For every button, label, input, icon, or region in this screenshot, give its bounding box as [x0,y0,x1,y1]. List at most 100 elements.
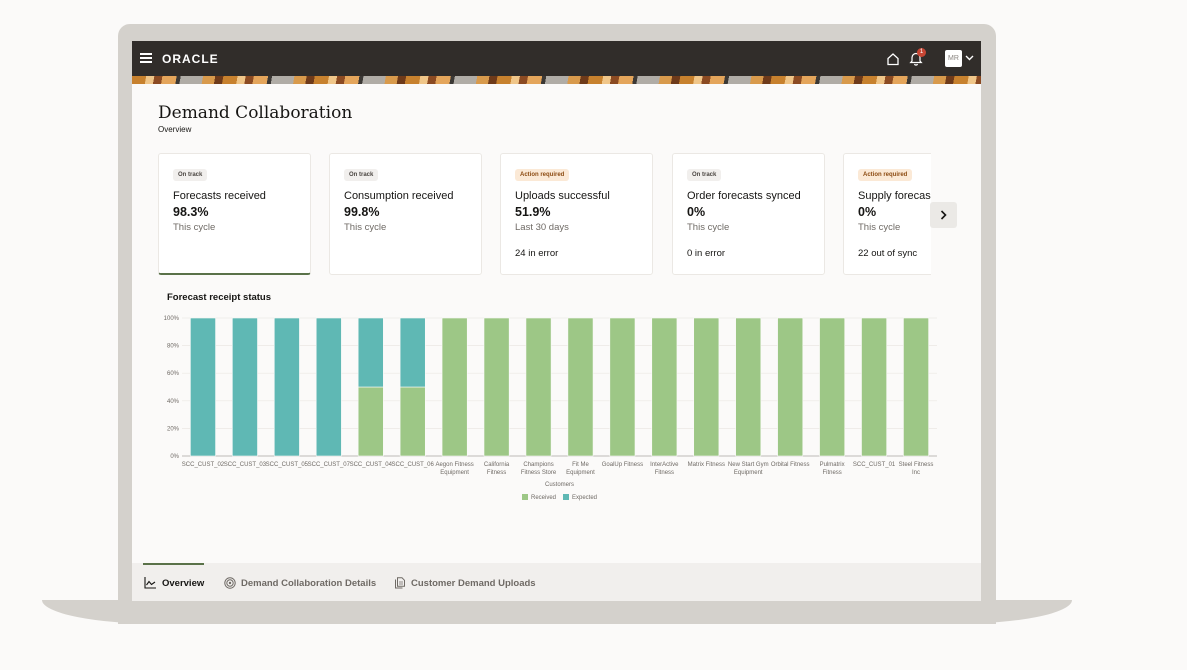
card-value: 99.8% [344,205,380,219]
card-value: 51.9% [515,205,551,219]
bar-received [567,317,594,457]
x-tick-label: GoalUp Fitness [602,462,643,468]
x-tick-label: SCC_CUST_04 [350,462,393,468]
card-title: Order forecasts synced [687,190,801,202]
chevron-right-icon [940,210,947,220]
bar-received [903,317,929,457]
line-chart-icon [144,577,156,589]
metric-card-uploads-successful[interactable]: Action required Uploads successful 51.9%… [500,153,653,275]
chart-title: Forecast receipt status [167,292,272,303]
x-tick-label: Aegon Fitness Equipment [435,462,473,476]
laptop-base [42,600,1072,624]
card-period: This cycle [173,222,216,233]
hamburger-menu-icon[interactable] [140,53,152,63]
bar-expected [273,317,300,457]
x-tick-label: SCC_CUST_07 [308,462,351,468]
status-badge: Action required [858,169,913,181]
card-period: This cycle [858,222,901,233]
x-tick-label: SCC_CUST_02 [182,462,225,468]
status-badge: On track [344,169,379,181]
y-tick-label: 0% [170,454,179,460]
tab-demand-collaboration-details[interactable]: Demand Collaboration Details [224,577,376,589]
tab-customer-demand-uploads[interactable]: Customer Demand Uploads [394,577,536,589]
chevron-down-icon[interactable] [965,54,974,62]
active-tab-indicator [143,563,204,565]
card-title: Supply forecas [858,190,931,202]
x-tick-label: SCC_CUST_03 [224,462,267,468]
bar-received [357,386,384,457]
x-tick-label: Champions Fitness Store [521,462,557,476]
x-tick-label: Orbital Fitness [771,462,810,468]
page-subtitle: Overview [158,125,192,134]
card-period: Last 30 days [515,222,569,233]
legend-swatch-expected [563,494,569,500]
x-tick-label: SCC_CUST_05 [266,462,309,468]
metric-card-supply-forecasts[interactable]: Action required Supply forecas 0% This c… [843,153,931,275]
status-badge: On track [687,169,722,181]
bar-expected [190,317,216,457]
metric-card-forecasts-received[interactable]: On track Forecasts received 98.3% This c… [158,153,311,275]
legend-swatch-received [522,494,528,500]
legend-label-expected: Expected [572,495,597,501]
bar-received [819,317,846,457]
card-period: This cycle [687,222,730,233]
legend-label-received: Received [531,495,556,501]
decorative-banner [132,76,981,84]
card-value: 0% [687,205,706,219]
y-tick-label: 60% [167,371,180,377]
card-footer: 22 out of sync [858,248,918,259]
bar-received [525,317,552,457]
card-footer: 0 in error [687,248,726,259]
next-cards-button[interactable] [930,202,957,228]
card-title: Uploads successful [515,190,610,202]
x-tick-label: New Start Gym Equipment [728,462,769,476]
bar-received [861,317,887,457]
tab-label: Demand Collaboration Details [241,577,377,589]
tab-label: Overview [162,577,205,589]
bottom-navigation: Overview Demand Collaboration Details Cu… [132,563,981,601]
bar-expected [399,317,426,388]
metric-card-order-forecasts-synced[interactable]: On track Order forecasts synced 0% This … [672,153,825,275]
bar-received [777,317,804,457]
status-badge: Action required [515,169,570,181]
y-tick-label: 20% [167,426,180,432]
card-period: This cycle [344,222,387,233]
y-tick-label: 40% [167,399,180,405]
tab-label: Customer Demand Uploads [411,577,536,589]
card-footer: 24 in error [515,248,559,259]
x-tick-label: California Fitness [484,462,510,476]
x-tick-label: Steel Fitness Inc [899,462,934,476]
metric-card-consumption-received[interactable]: On track Consumption received 99.8% This… [329,153,482,275]
x-tick-label: InterActive Fitness [650,462,679,476]
x-tick-label: Pulmatrix Fitness [820,462,845,476]
bar-received [693,317,720,457]
bar-received [399,386,426,457]
card-value: 0% [858,205,877,219]
bar-expected [357,317,384,388]
bar-expected [232,317,258,457]
home-icon[interactable] [886,52,900,66]
forecast-receipt-chart: 0% 20% 40% 60% 80% 100% SCC_CUST_02 SCC_CUST_03… [164,316,937,501]
bar-received [651,317,678,457]
page-title: Demand Collaboration [158,103,353,123]
x-tick-label: SCC_CUST_01 [853,462,896,468]
card-title: Consumption received [344,190,454,202]
card-title: Forecasts received [173,190,266,202]
user-avatar[interactable]: MR [945,50,962,67]
notification-badge: 1 [917,48,926,57]
card-value: 98.3% [173,205,209,219]
bar-received [441,317,468,457]
document-icon [395,577,405,589]
app-screen: ORACLE 1 MR Demand Collaboration Overvie… [132,41,981,601]
x-tick-label: Fit Me Equipment [566,462,595,476]
status-badge: On track [173,169,208,181]
bar-expected [315,317,342,457]
x-axis-title: Customers [545,482,574,488]
card-overflow-clip: Action required Supply forecas 0% This c… [842,151,931,279]
bar-received [609,317,636,457]
bar-received [483,317,510,457]
x-tick-label: SCC_CUST_06 [392,462,435,468]
oracle-logo: ORACLE [162,52,219,66]
tab-overview[interactable]: Overview [144,577,204,589]
top-bar: ORACLE 1 MR [132,41,981,76]
